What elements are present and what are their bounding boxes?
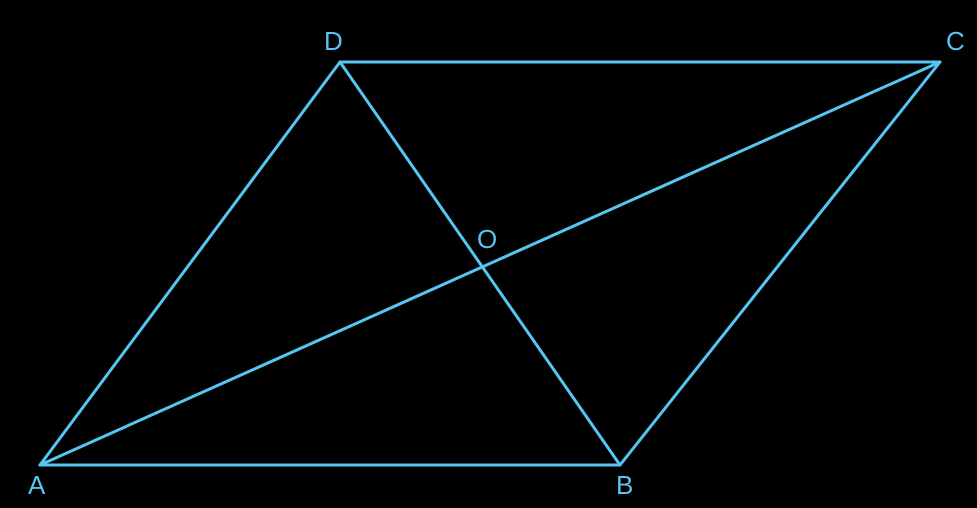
vertex-label-D: D <box>324 26 343 57</box>
diagonal-BD <box>340 62 620 465</box>
vertex-label-A: A <box>28 470 45 501</box>
side-DA <box>40 62 340 465</box>
diagonal-AC <box>40 62 940 465</box>
edges <box>40 62 940 465</box>
side-BC <box>620 62 940 465</box>
vertex-label-O: O <box>477 224 497 255</box>
vertex-label-C: C <box>946 26 965 57</box>
vertex-label-B: B <box>616 470 633 501</box>
